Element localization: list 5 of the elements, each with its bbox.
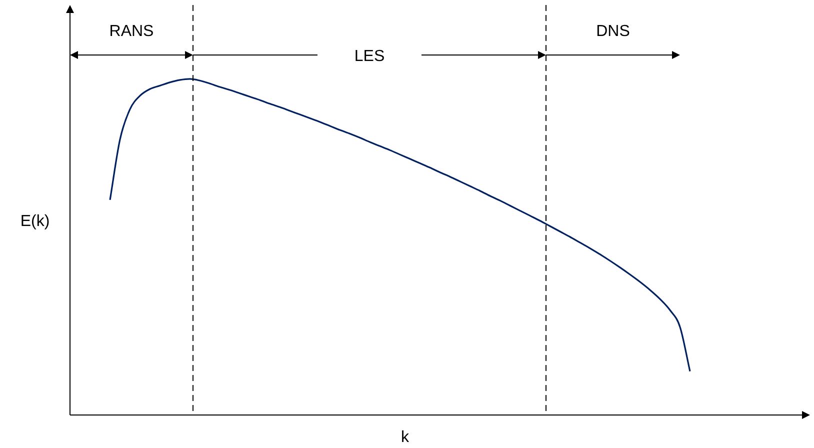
text: LES — [354, 48, 385, 65]
text: RANS — [109, 23, 154, 40]
x-axis-title: k — [401, 429, 410, 446]
text: DNS — [596, 23, 630, 40]
y-axis-title: E(k) — [20, 213, 50, 230]
